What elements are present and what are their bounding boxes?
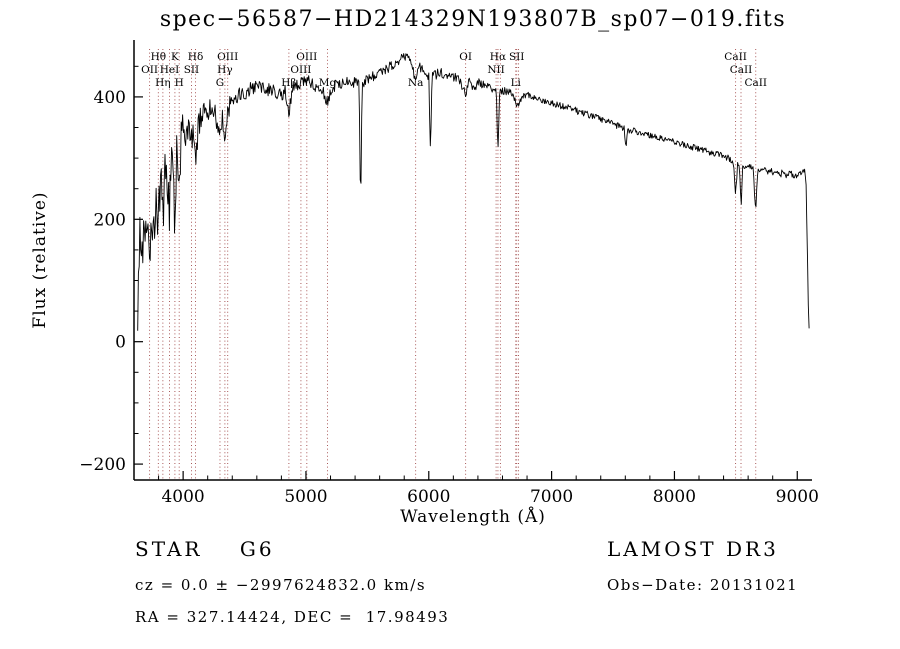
spectral-line-label: CaII	[744, 77, 767, 89]
x-tick-label: 6000	[407, 487, 450, 507]
x-tick-label: 5000	[284, 487, 327, 507]
y-axis-label: Flux (relative)	[30, 191, 50, 329]
spectral-line-label: NII	[487, 64, 504, 76]
y-tick-label: 0	[115, 333, 126, 353]
spectral-line-label: Li	[511, 77, 522, 89]
spectral-line-label: Hα	[490, 51, 506, 63]
spectral-line-label: OII	[141, 64, 158, 76]
spectral-line-label: CaII	[724, 51, 747, 63]
spectral-line-label: H	[175, 77, 184, 89]
y-tick-label: −200	[79, 455, 126, 475]
object-class-label: STAR G6	[135, 537, 275, 561]
obs-date-text: Obs−Date: 20131021	[607, 576, 799, 594]
spectral-line-label: CaII	[730, 64, 753, 76]
y-tick-label: 200	[94, 210, 126, 230]
spectral-line-label: Mg	[319, 77, 337, 89]
spectral-line-label: Hβ	[281, 77, 296, 89]
spectral-line-label: Hγ	[217, 64, 232, 76]
spectral-line-label: OIII	[296, 51, 317, 63]
x-tick-label: 8000	[653, 487, 696, 507]
spectral-line-label: OIII	[217, 51, 238, 63]
y-tick-label: 400	[94, 88, 126, 108]
spectral-line-label: K	[171, 51, 179, 63]
spectral-line-label: G	[216, 77, 224, 89]
spectral-line-label: HeI	[160, 64, 180, 76]
spectrum-path	[137, 53, 810, 331]
x-tick-label: 7000	[530, 487, 573, 507]
spectral-line-label: SII	[184, 64, 200, 76]
x-tick-label: 4000	[161, 487, 204, 507]
plot-title: spec−56587−HD214329N193807B_sp07−019.fit…	[159, 7, 787, 32]
spectral-line-label: Hη	[155, 77, 170, 89]
x-axis-label: Wavelength (Å)	[400, 507, 546, 527]
spectral-line-label: Hθ	[151, 51, 166, 63]
spectral-line-label: Na	[408, 77, 423, 89]
coordinates-text: RA = 327.14424, DEC = 17.98493	[135, 608, 450, 626]
spectral-line-label: Hδ	[188, 51, 203, 63]
spectral-line-label: SII	[509, 51, 525, 63]
survey-label: LAMOST DR3	[607, 537, 779, 561]
spectral-line-label: OI	[459, 51, 472, 63]
redshift-velocity-text: cz = 0.0 ± −2997624832.0 km/s	[135, 576, 427, 594]
spectral-line-label: OIII	[290, 64, 311, 76]
x-tick-label: 9000	[776, 487, 819, 507]
